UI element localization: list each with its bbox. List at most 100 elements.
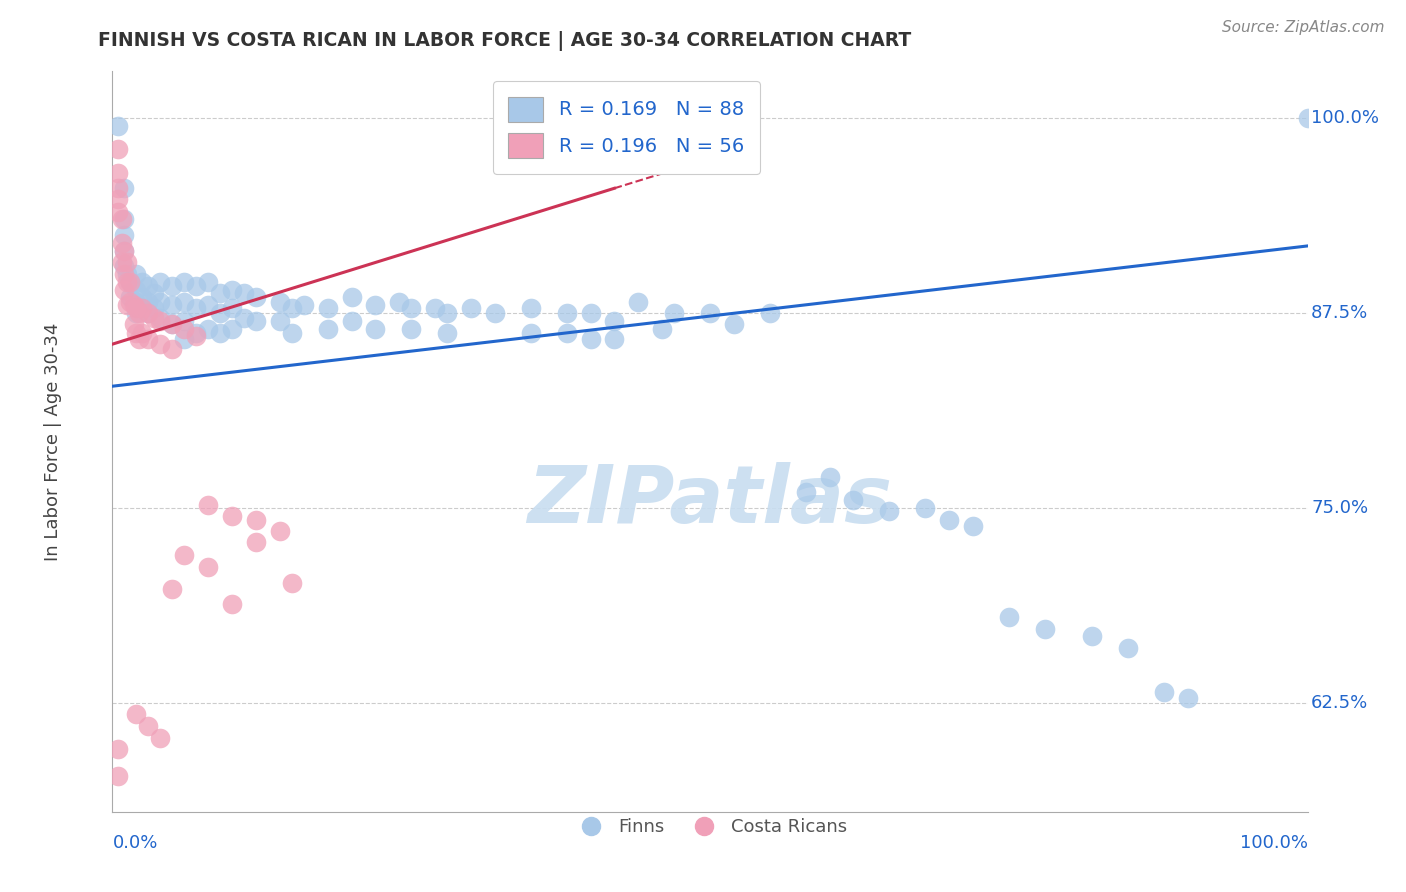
Point — [138, 306, 160, 320]
Point — [1153, 684, 1175, 698]
Point — [120, 275, 142, 289]
Text: 100.0%: 100.0% — [1240, 834, 1308, 852]
Point — [520, 301, 543, 316]
Point — [111, 235, 134, 250]
Point — [173, 295, 195, 310]
Point — [221, 283, 243, 297]
Point — [138, 333, 160, 347]
Point — [107, 119, 129, 133]
Point — [197, 298, 219, 312]
Text: 0.0%: 0.0% — [112, 834, 157, 852]
Point — [162, 317, 183, 331]
Text: 62.5%: 62.5% — [1312, 694, 1368, 712]
Point — [401, 321, 423, 335]
Point — [316, 321, 339, 335]
Text: 87.5%: 87.5% — [1312, 304, 1368, 322]
Point — [221, 598, 243, 612]
Point — [520, 326, 543, 341]
Point — [425, 301, 447, 316]
Point — [388, 295, 411, 310]
Point — [114, 181, 135, 195]
Point — [555, 326, 578, 341]
Point — [197, 560, 219, 574]
Point — [209, 306, 232, 320]
Point — [281, 575, 304, 590]
Point — [914, 500, 936, 515]
Point — [143, 285, 166, 300]
Point — [197, 321, 219, 335]
Point — [120, 290, 142, 304]
Point — [162, 317, 183, 331]
Point — [125, 306, 148, 320]
Point — [173, 333, 195, 347]
Point — [111, 254, 134, 268]
Text: 75.0%: 75.0% — [1312, 499, 1368, 516]
Point — [197, 275, 219, 289]
Text: ZIPatlas: ZIPatlas — [527, 462, 893, 540]
Point — [221, 301, 243, 316]
Point — [245, 290, 267, 304]
Point — [143, 301, 166, 316]
Point — [173, 321, 195, 335]
Point — [114, 244, 135, 258]
Point — [436, 326, 458, 341]
Point — [759, 306, 782, 320]
Point — [269, 295, 291, 310]
Point — [173, 314, 195, 328]
Point — [364, 321, 387, 335]
Point — [107, 192, 129, 206]
Point — [114, 283, 135, 297]
Point — [114, 212, 135, 227]
Point — [143, 310, 166, 325]
Point — [131, 301, 153, 316]
Point — [1296, 111, 1319, 125]
Point — [436, 306, 458, 320]
Point — [114, 244, 135, 258]
Point — [114, 267, 135, 281]
Point — [664, 306, 686, 320]
Point — [125, 326, 148, 341]
Point — [115, 267, 138, 281]
Point — [107, 769, 129, 783]
Point — [115, 275, 138, 289]
Point — [269, 314, 291, 328]
Point — [125, 706, 148, 721]
Point — [281, 301, 304, 316]
Point — [162, 298, 183, 312]
Point — [114, 227, 135, 242]
Point — [120, 275, 142, 289]
Point — [938, 513, 960, 527]
Point — [842, 493, 865, 508]
Point — [245, 535, 267, 549]
Point — [125, 267, 148, 281]
Point — [186, 279, 208, 293]
Point — [115, 254, 138, 268]
Point — [603, 314, 626, 328]
Point — [186, 329, 208, 343]
Point — [197, 498, 219, 512]
Point — [245, 513, 267, 527]
Point — [114, 259, 135, 273]
Point — [173, 275, 195, 289]
Point — [138, 295, 160, 310]
Point — [138, 279, 160, 293]
Point — [1033, 623, 1056, 637]
Point — [579, 306, 602, 320]
Point — [1177, 690, 1199, 705]
Point — [555, 306, 578, 320]
Text: Source: ZipAtlas.com: Source: ZipAtlas.com — [1222, 20, 1385, 35]
Point — [107, 142, 129, 156]
Point — [149, 731, 172, 746]
Point — [627, 295, 650, 310]
Point — [107, 204, 129, 219]
Text: FINNISH VS COSTA RICAN IN LABOR FORCE | AGE 30-34 CORRELATION CHART: FINNISH VS COSTA RICAN IN LABOR FORCE | … — [98, 31, 911, 51]
Point — [460, 301, 482, 316]
Point — [131, 275, 153, 289]
Point — [794, 485, 817, 500]
Point — [149, 314, 172, 328]
Point — [162, 279, 183, 293]
Point — [125, 295, 148, 310]
Point — [998, 610, 1021, 624]
Point — [115, 298, 138, 312]
Point — [364, 298, 387, 312]
